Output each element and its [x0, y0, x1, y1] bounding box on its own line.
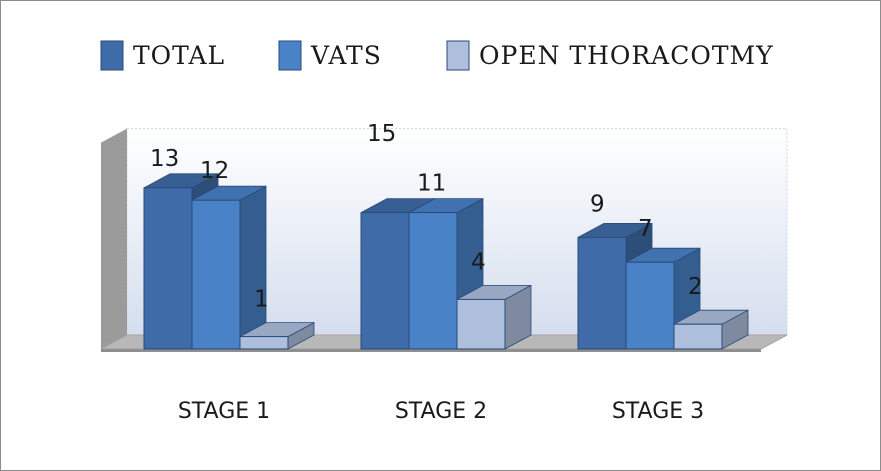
category-label: STAGE 1: [178, 399, 270, 424]
data-label: 4: [471, 249, 486, 275]
data-label: 7: [638, 216, 653, 242]
legend-swatch: [278, 40, 302, 71]
legend-label: TOTAL: [133, 41, 225, 70]
data-label: 13: [150, 146, 179, 172]
data-label: 12: [200, 158, 229, 184]
data-label: 2: [688, 274, 703, 300]
bar-vats-1: [191, 185, 267, 350]
side-wall: [101, 128, 127, 349]
bar-open-thoracotmy-3: [673, 309, 749, 350]
category-labels: STAGE 1 STAGE 2 STAGE 3: [178, 399, 704, 424]
category-label: STAGE 3: [612, 399, 704, 424]
bar-open-thoracotmy-2: [456, 284, 532, 350]
category-label: STAGE 2: [395, 399, 487, 424]
legend-label: OPEN THORACOTMY: [479, 41, 774, 70]
data-label: 1: [254, 287, 269, 313]
bar-open-thoracotmy-1: [239, 321, 315, 350]
data-label: 11: [417, 171, 446, 197]
data-label: 15: [367, 121, 396, 147]
legend-swatch: [446, 40, 470, 71]
legend: TOTAL VATS OPEN THORACOTMY: [100, 40, 774, 71]
floor-edge: [101, 349, 761, 352]
legend-label: VATS: [310, 41, 382, 70]
plot-area: 13 12 1 15 11 4 9 7 2: [100, 121, 788, 352]
data-label: 9: [590, 191, 605, 217]
legend-swatch: [100, 40, 124, 71]
